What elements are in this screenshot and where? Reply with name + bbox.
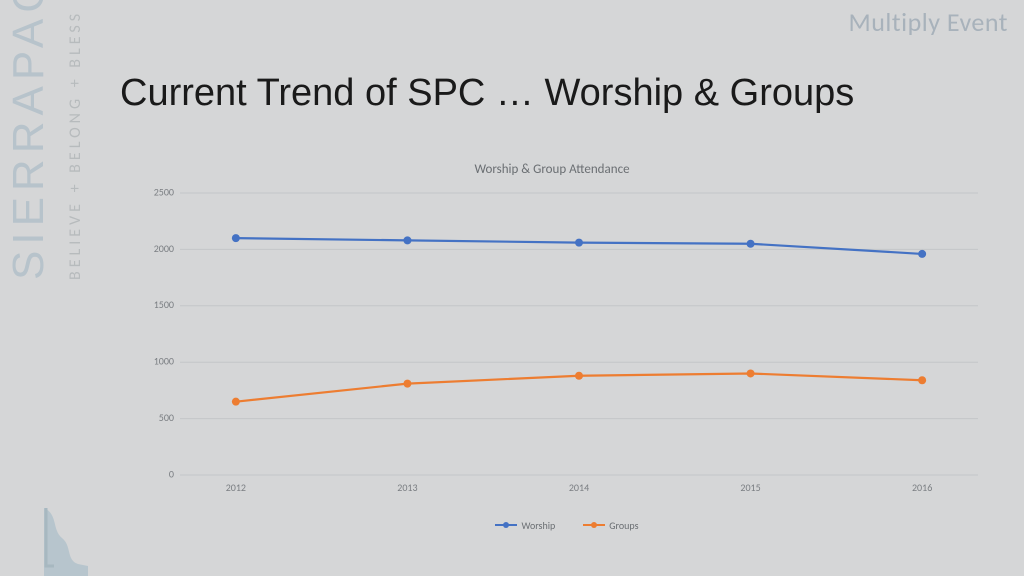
svg-text:2013: 2013 xyxy=(397,481,417,494)
page-title: Current Trend of SPC … Worship & Groups xyxy=(120,72,854,115)
svg-text:2000: 2000 xyxy=(154,242,174,255)
brand-swoosh-icon xyxy=(44,508,88,576)
corner-label: Multiply Event xyxy=(849,6,1008,38)
svg-text:2016: 2016 xyxy=(912,481,932,494)
svg-text:2500: 2500 xyxy=(154,185,174,198)
svg-text:1500: 1500 xyxy=(154,298,174,311)
svg-text:2014: 2014 xyxy=(569,481,589,494)
brand-sub-text: BELIEVE + BELONG + BLESS xyxy=(66,10,85,280)
legend-item: Groups xyxy=(583,519,638,532)
legend-item: Worship xyxy=(495,519,555,532)
svg-text:500: 500 xyxy=(159,411,174,424)
chart-legend: Worship Groups xyxy=(150,516,984,532)
chart-title: Worship & Group Attendance xyxy=(120,162,984,177)
svg-text:2012: 2012 xyxy=(226,481,246,494)
brand-main-text: SIERRAPACIFIC xyxy=(4,0,54,280)
svg-text:0: 0 xyxy=(169,467,174,480)
brand-sidebar: SIERRAPACIFIC BELIEVE + BELONG + BLESS xyxy=(4,0,94,576)
svg-text:2015: 2015 xyxy=(740,481,760,494)
svg-text:1000: 1000 xyxy=(154,355,174,368)
attendance-chart: 0 500 1000 1500 2000 2500 2012 2013 2014 2015 2016 xyxy=(150,185,984,503)
